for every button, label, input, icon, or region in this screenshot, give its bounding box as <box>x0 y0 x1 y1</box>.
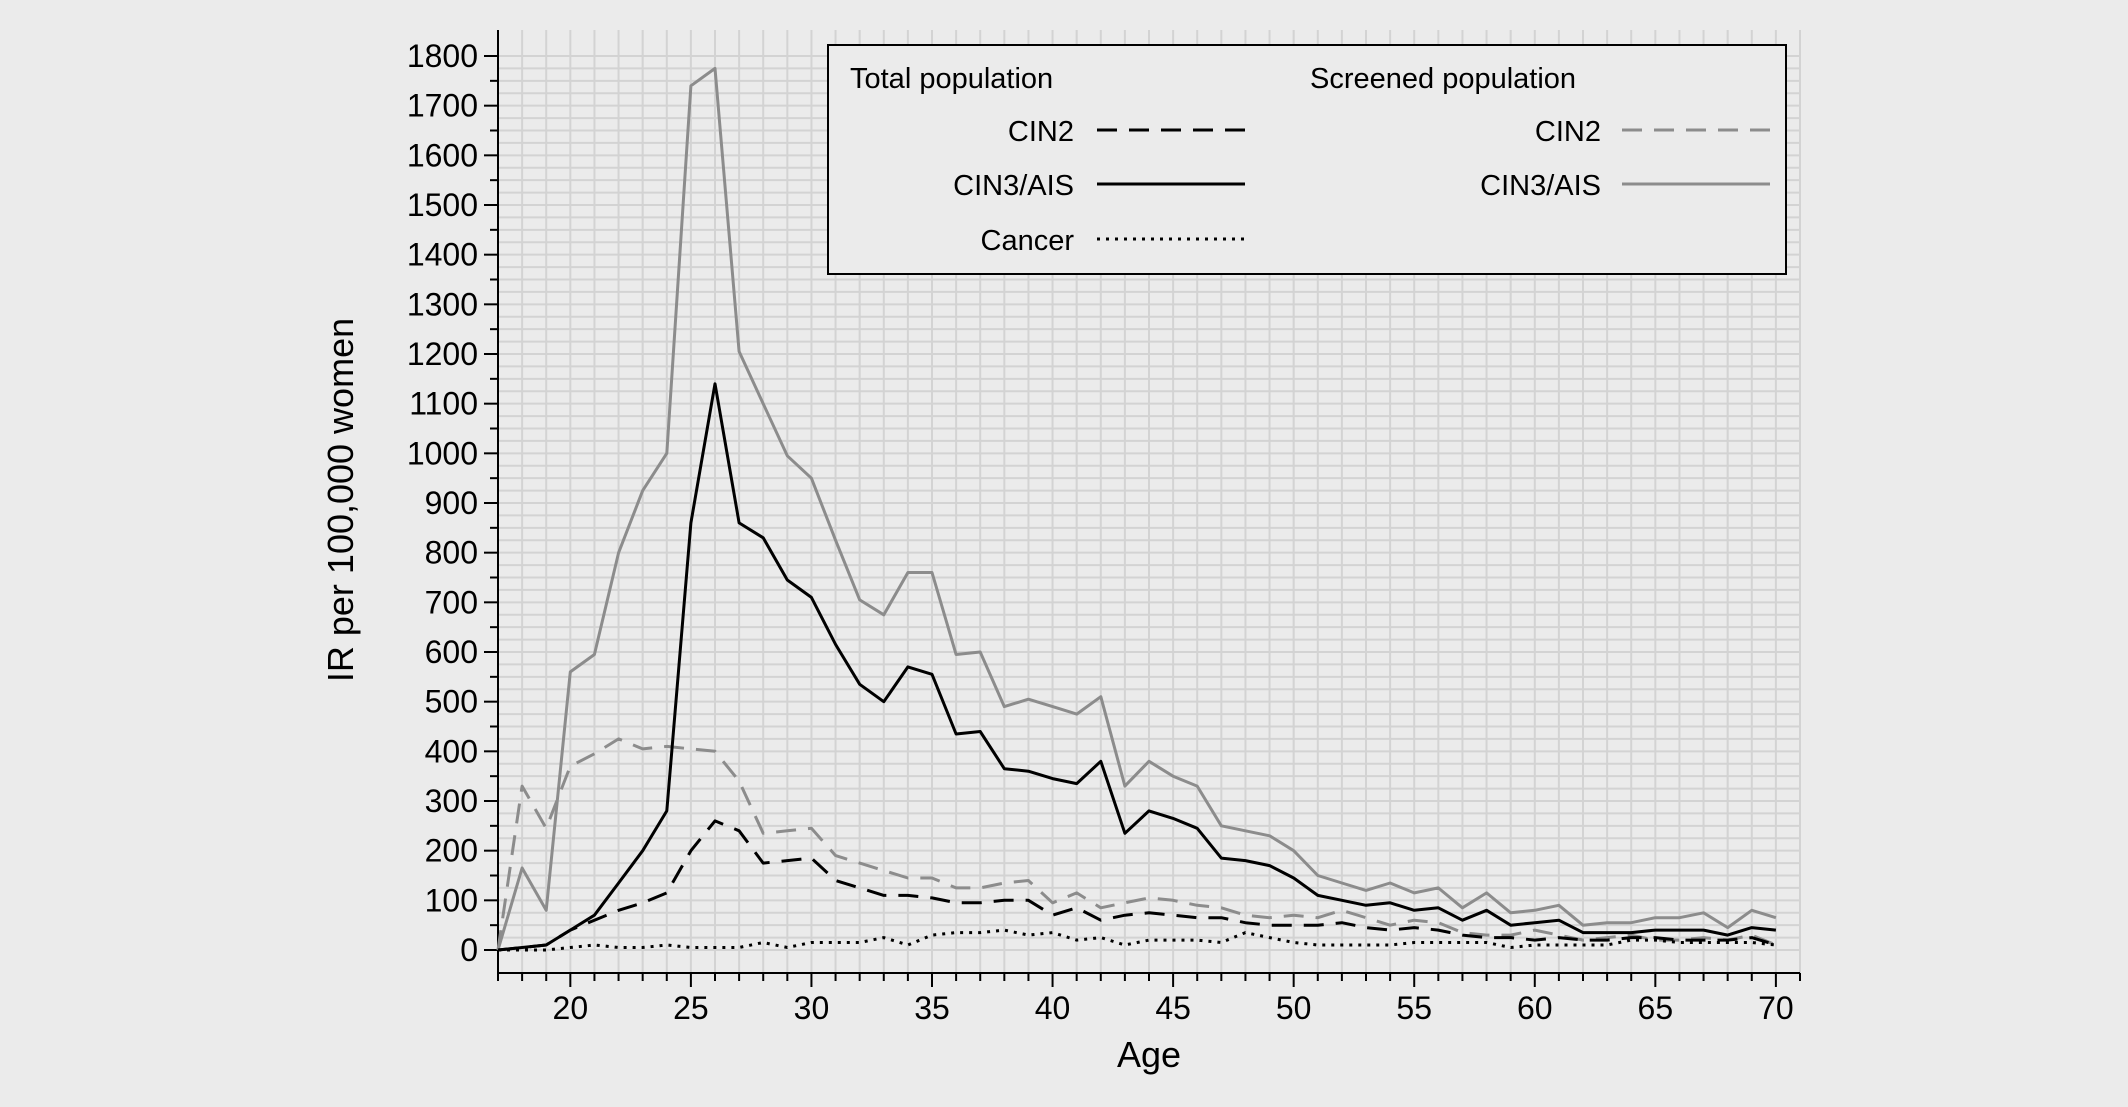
legend-group-title-screened: Screened population <box>1310 63 1576 95</box>
x-tick-label: 45 <box>1155 990 1191 1026</box>
legend-label-screened-cin3: CIN3/AIS <box>1480 170 1601 202</box>
legend-group-title-total: Total population <box>850 63 1053 95</box>
y-tick-label: 300 <box>425 783 478 819</box>
series-line-total-cin2 <box>497 819 1777 952</box>
y-tick-label: 700 <box>425 584 478 620</box>
y-tick-label: 1500 <box>407 187 478 223</box>
legend-label-total-cin3: CIN3/AIS <box>953 170 1074 202</box>
axes: 0 100 200 300 400 500 600 700 800 900 1000 1100 1200… <box>407 30 1801 1026</box>
y-tick-label: 1000 <box>407 435 478 471</box>
y-tick-label: 1300 <box>407 286 478 322</box>
y-tick-label: 600 <box>425 634 478 670</box>
y-tick-label: 200 <box>425 833 478 869</box>
y-tick-label: 1100 <box>409 386 478 422</box>
legend-box <box>827 44 1787 275</box>
legend-label-total-cancer: Cancer <box>981 225 1075 257</box>
legend-label-screened-cin2: CIN2 <box>1535 116 1601 148</box>
x-tick-label: 55 <box>1396 990 1432 1026</box>
x-tick-label: 50 <box>1276 990 1312 1026</box>
y-tick-label: 1600 <box>407 137 478 173</box>
y-tick-label: 100 <box>425 882 478 918</box>
x-tick-label: 60 <box>1517 990 1553 1026</box>
y-tick-label: 400 <box>425 733 478 769</box>
y-tick-label: 900 <box>425 485 478 521</box>
x-axis-title: Age <box>1117 1034 1181 1075</box>
series-line-screened-cin2 <box>496 737 1777 951</box>
y-tick-label: 800 <box>425 535 478 571</box>
series-layer <box>496 66 1777 952</box>
series-line-total-cancer <box>498 928 1777 952</box>
x-tick-label: 35 <box>914 990 950 1026</box>
y-tick-label: 500 <box>425 684 478 720</box>
x-tick-label: 20 <box>553 990 589 1026</box>
legend-label-total-cin2: CIN2 <box>1008 116 1074 148</box>
x-tick-label: 25 <box>673 990 709 1026</box>
x-tick-label: 30 <box>794 990 830 1026</box>
y-axis-title: IR per 100,000 women <box>320 318 361 682</box>
x-tick-label: 70 <box>1758 990 1794 1026</box>
legend: Total population Screened population CIN… <box>827 44 1787 275</box>
series-line-total-cin3-ais <box>497 382 1777 952</box>
series-line-screened-cin3-ais <box>496 66 1777 951</box>
y-tick-label: 1400 <box>407 237 478 273</box>
x-tick-label: 65 <box>1638 990 1674 1026</box>
y-tick-label: 1200 <box>407 336 478 372</box>
y-tick-label: 0 <box>460 932 478 968</box>
y-tick-label: 1700 <box>407 88 478 124</box>
y-tick-label: 1800 <box>407 38 478 74</box>
x-tick-label: 40 <box>1035 990 1071 1026</box>
